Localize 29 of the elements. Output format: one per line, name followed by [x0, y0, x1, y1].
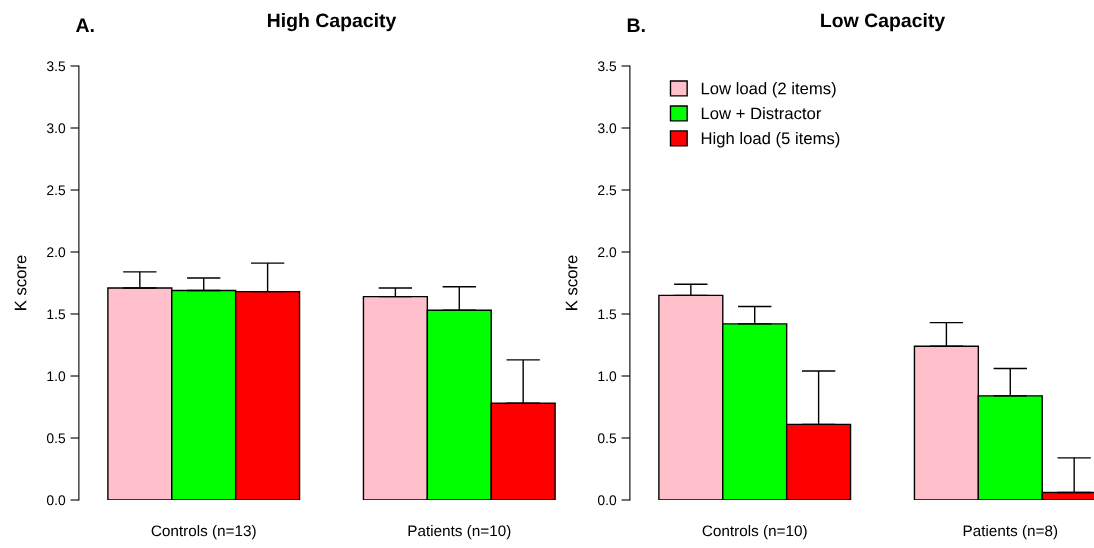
y-tick-label: 1.0 — [47, 371, 66, 382]
x-tick-label: Patients (n=10) — [408, 525, 511, 540]
y-tick-label: 0.0 — [597, 495, 617, 506]
y-tick-label: 0.5 — [597, 433, 617, 444]
x-tick-label: Patients (n=8) — [963, 525, 1058, 540]
y-tick-label: 2.5 — [598, 185, 617, 196]
y-tick-label: 1.5 — [598, 309, 617, 320]
text: B. — [627, 18, 645, 32]
y-tick-label: 3.0 — [46, 123, 66, 134]
y-tick-label: 0.5 — [46, 433, 66, 444]
y-tick-label: 0.0 — [46, 495, 66, 506]
y-tick-label: 2.0 — [598, 247, 617, 258]
y-tick-label: 1.5 — [47, 309, 66, 320]
y-axis-title: K score — [14, 255, 27, 310]
x-tick-label: Controls (n=10) — [702, 525, 807, 540]
y-tick-label: 2.5 — [47, 185, 66, 196]
y-axis-title: K score — [565, 255, 578, 310]
legend-label: Low load (2 items) — [701, 82, 836, 98]
x-tick-label: Controls (n=13) — [151, 525, 256, 540]
chart-title: High Capacity — [267, 13, 397, 32]
y-tick-label: 2.0 — [47, 247, 66, 258]
text: A. — [75, 18, 94, 32]
legend-label: High load (5 items) — [701, 132, 840, 148]
y-tick-label: 3.5 — [597, 61, 617, 72]
chart-title: Low Capacity — [821, 13, 946, 32]
legend-label: Low + Distractor — [701, 107, 822, 120]
y-tick-label: 3.5 — [46, 61, 66, 72]
y-tick-label: 3.0 — [597, 123, 617, 134]
y-tick-label: 1.0 — [598, 371, 617, 382]
